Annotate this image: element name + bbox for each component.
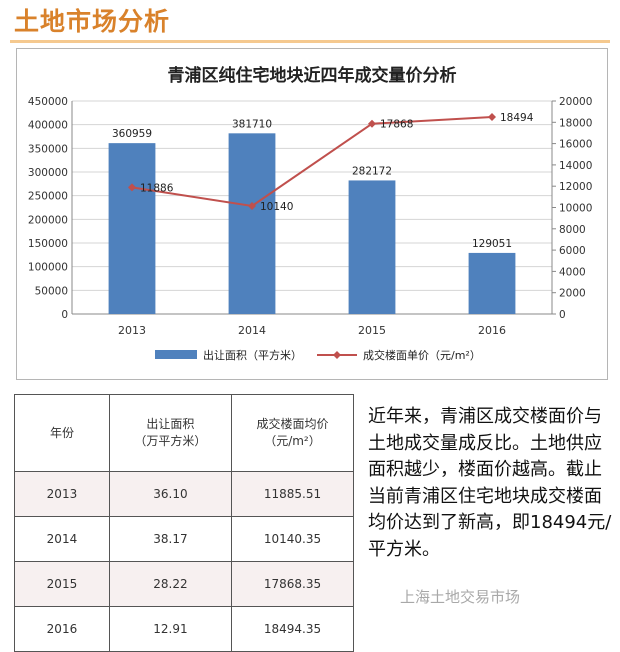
table-cell: 38.17: [108, 516, 232, 562]
table-body: 2013 36.10 11885.51 2014 38.17 10140.35 2015 28…: [14, 471, 355, 652]
bar: [348, 180, 396, 314]
x-tick-label: 2016: [478, 324, 506, 337]
legend-bar-label: 出让面积（平方米）: [203, 348, 302, 362]
legend-line-label: 成交楼面单价（元/m²）: [363, 348, 481, 362]
chart-canvas: 青浦区纯住宅地块近四年成交量价分析05000010000015000020000…: [28, 65, 593, 362]
bar: [468, 252, 516, 314]
bar-data-label: 381710: [232, 118, 272, 130]
table-cell: 36.10: [108, 471, 232, 517]
watermark-text: 上海土地交易市场: [400, 588, 521, 606]
chart-container: 青浦区纯住宅地块近四年成交量价分析 0 50000 100000 150000 20000…: [16, 48, 608, 380]
table-header-text: 年份: [49, 425, 74, 440]
table-row: 2013 36.10 11885.51: [14, 471, 355, 517]
table-cell: 17868.35: [230, 561, 355, 607]
y-right-tick-label: 14000: [559, 160, 592, 172]
page-title: 土地市场分析: [14, 7, 171, 36]
title-underline: [10, 40, 610, 43]
y-left-tick-label: 0: [61, 309, 68, 321]
y-left-tick-label: 200000: [28, 214, 68, 226]
y-left-tick-label: 250000: [28, 191, 68, 203]
table-cell: 2016: [14, 606, 110, 652]
y-right-tick-label: 18000: [559, 117, 592, 129]
table-row: 2016 12.91 18494.35: [14, 606, 355, 652]
y-right-tick-label: 2000: [559, 288, 586, 300]
bar-data-label: 282172: [352, 165, 392, 177]
table-header-row: 年份 出让面积 （万平方米） 成交楼面均价 （元/m²）: [14, 394, 355, 472]
y-right-tick-label: 16000: [559, 139, 592, 151]
table-header-text: （万平方米）: [134, 434, 207, 448]
y-right-tick-label: 8000: [559, 224, 586, 236]
legend-line-marker: [333, 351, 341, 359]
y-left-tick-label: 150000: [28, 238, 68, 250]
y-right-tick-label: 4000: [559, 266, 586, 278]
table-cell: 2014: [14, 516, 110, 562]
table-cell: 28.22: [108, 561, 232, 607]
y-right-tick-label: 6000: [559, 245, 586, 257]
y-left-tick-label: 400000: [28, 120, 68, 132]
table-cell: 2013: [14, 471, 110, 517]
line-data-label: 17868: [380, 119, 413, 131]
table-header-text: （元/m²）: [264, 434, 321, 448]
y-left-tick-label: 350000: [28, 143, 68, 155]
line-point: [248, 202, 256, 211]
line-point: [368, 119, 376, 128]
table-row: 2014 38.17 10140.35: [14, 516, 355, 562]
table-row: 2015 28.22 17868.35: [14, 561, 355, 607]
analysis-note: 近年来，青浦区成交楼面价与土地成交量成反比。土地供应面积越少，楼面价越高。截止当…: [368, 406, 612, 560]
bar-data-label: 360959: [112, 128, 152, 140]
table-header-text: 成交楼面均价: [256, 417, 329, 431]
y-left-tick-label: 450000: [28, 96, 68, 108]
y-right-tick-label: 0: [559, 309, 566, 321]
x-tick-label: 2013: [118, 324, 146, 337]
y-left-tick-label: 50000: [35, 285, 68, 297]
series-line: [131, 116, 493, 208]
line-data-label: 18494: [500, 112, 534, 124]
y-right-tick-label: 20000: [559, 96, 592, 108]
table-cell: 12.91: [108, 606, 232, 652]
y-left-tick-label: 100000: [28, 262, 68, 274]
x-tick-label: 2014: [238, 324, 266, 337]
y-right-tick-label: 12000: [559, 181, 592, 193]
table-cell: 18494.35: [230, 606, 355, 652]
legend-bar-swatch: [155, 350, 197, 359]
data-table: 年份 出让面积 （万平方米） 成交楼面均价 （元/m²） 2013 36.10 11885.…: [14, 394, 355, 652]
table-header-cell: 出让面积 （万平方米）: [108, 394, 232, 472]
table-header-text: 出让面积: [146, 417, 195, 431]
x-tick-label: 2015: [358, 324, 386, 337]
bar-data-label: 129051: [472, 238, 512, 250]
table-cell: 11885.51: [230, 471, 355, 517]
y-left-tick-label: 300000: [28, 167, 68, 179]
bar: [228, 133, 276, 314]
y-right-tick-label: 10000: [559, 203, 592, 215]
table-header-cell: 年份: [14, 394, 110, 472]
bar: [108, 143, 156, 314]
chart-title: 青浦区纯住宅地块近四年成交量价分析: [168, 65, 457, 86]
line-data-label: 11886: [140, 182, 174, 194]
table-header-cell: 成交楼面均价 （元/m²）: [230, 394, 355, 472]
line-data-label: 10140: [260, 201, 293, 213]
table-cell: 10140.35: [230, 516, 355, 562]
line-point: [128, 183, 136, 192]
table-cell: 2015: [14, 561, 110, 607]
line-point: [488, 113, 496, 122]
